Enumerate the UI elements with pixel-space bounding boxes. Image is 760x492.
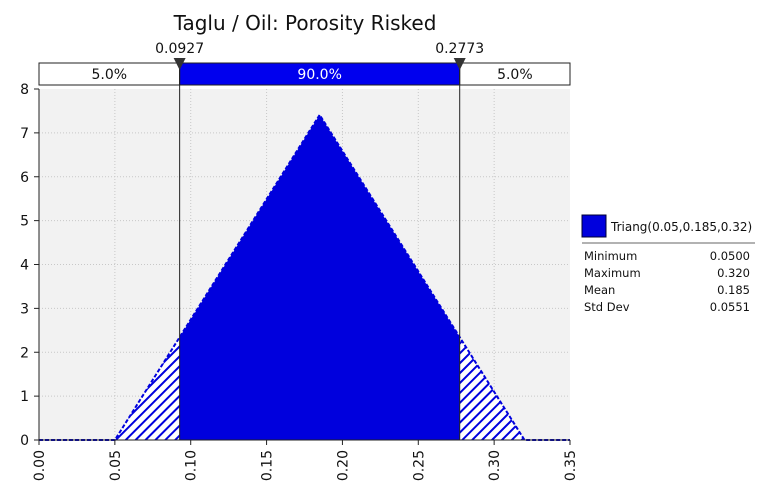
percent-bar-right-label: 5.0% xyxy=(497,67,533,83)
stat-mean-label: Mean xyxy=(584,283,615,297)
stat-stddev-value: 0.0551 xyxy=(710,300,750,314)
y-tick-label: 5 xyxy=(20,214,29,230)
x-tick-label: 0.05 xyxy=(108,450,124,481)
left-delimiter-value: 0.0927 xyxy=(155,41,204,57)
x-tick-label: 0.30 xyxy=(487,450,503,481)
y-tick-label: 2 xyxy=(20,345,29,361)
density-center-region xyxy=(179,114,460,440)
stats-table: Minimum 0.0500 Maximum 0.320 Mean 0.185 … xyxy=(584,249,750,314)
left-delimiter-handle[interactable] xyxy=(173,58,186,70)
stat-minimum-label: Minimum xyxy=(584,249,637,263)
legend-swatch xyxy=(581,214,607,238)
x-tick-label: 0.00 xyxy=(32,450,48,481)
y-tick-label: 8 xyxy=(20,82,29,98)
x-tick-label: 0.20 xyxy=(335,450,351,481)
y-tick-label: 1 xyxy=(20,389,29,405)
y-tick-label: 6 xyxy=(20,170,29,186)
stat-minimum-value: 0.0500 xyxy=(710,249,750,263)
legend: Triang(0.05,0.185,0.32) xyxy=(581,214,755,244)
stat-stddev-label: Std Dev xyxy=(584,300,630,314)
x-tick-label: 0.15 xyxy=(260,450,276,481)
stat-maximum-value: 0.320 xyxy=(717,266,750,280)
y-tick-label: 7 xyxy=(20,126,29,142)
right-delimiter-value: 0.2773 xyxy=(435,41,484,57)
density-tail-right xyxy=(459,337,570,440)
delimiters: 0.0927 0.2773 xyxy=(155,41,484,440)
stat-mean-value: 0.185 xyxy=(717,283,750,297)
y-tick-labels: 0 1 2 3 4 5 6 7 8 xyxy=(20,82,39,449)
y-tick-label: 4 xyxy=(20,258,29,274)
percent-bar: 5.0% 90.0% 5.0% xyxy=(38,62,571,86)
percent-bar-middle-label: 90.0% xyxy=(297,67,341,83)
y-tick-label: 0 xyxy=(20,433,29,449)
percent-bar-left-label: 5.0% xyxy=(92,67,128,83)
x-tick-label: 0.10 xyxy=(184,450,200,481)
chart-title: Taglu / Oil: Porosity Risked xyxy=(173,11,437,35)
legend-series-label: Triang(0.05,0.185,0.32) xyxy=(610,220,752,234)
x-tick-labels: 0.00 0.05 0.10 0.15 0.20 0.25 0.30 0.35 xyxy=(32,440,579,481)
density-tail-left xyxy=(39,337,180,440)
y-tick-label: 3 xyxy=(20,301,29,317)
x-tick-label: 0.35 xyxy=(563,450,579,481)
right-delimiter-handle[interactable] xyxy=(453,58,466,70)
x-tick-label: 0.25 xyxy=(411,450,427,481)
stat-maximum-label: Maximum xyxy=(584,266,641,280)
